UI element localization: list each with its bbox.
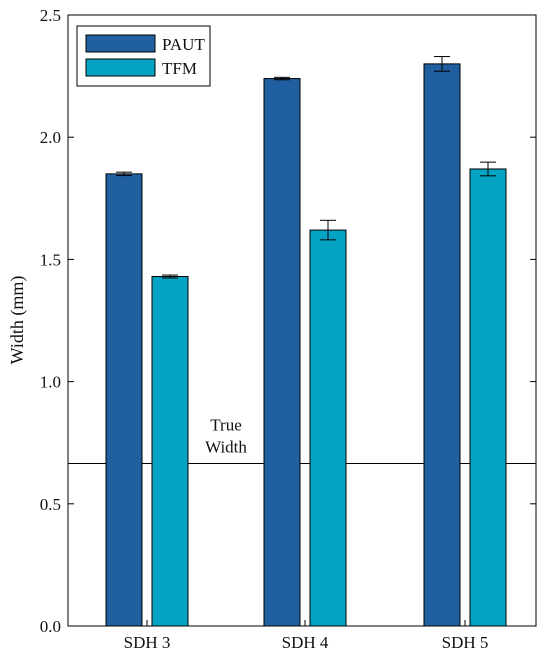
y-tick-label: 2.0 bbox=[40, 128, 61, 147]
bar-tfm-2 bbox=[309, 229, 347, 627]
y-tick-label: 0.0 bbox=[40, 617, 61, 636]
y-tick-label: 0.5 bbox=[40, 495, 61, 514]
legend-label-paut: PAUT bbox=[162, 35, 205, 54]
legend-label-tfm: TFM bbox=[162, 59, 197, 78]
axes-group: 0.0 0.5 1.0 1.5 2.0 2.5 SDH 3 SDH 4 SDH 5 bbox=[40, 6, 537, 652]
legend-swatch-paut bbox=[85, 34, 156, 53]
bar-paut-2 bbox=[263, 78, 301, 627]
y-tick-label: 1.5 bbox=[40, 250, 61, 269]
bar-tfm-3 bbox=[469, 168, 507, 627]
bar-paut-1 bbox=[105, 173, 143, 627]
bar-paut-3 bbox=[423, 63, 461, 627]
x-tick-label: SDH 5 bbox=[442, 633, 489, 652]
x-tick-label: SDH 4 bbox=[282, 633, 329, 652]
legend: PAUT TFM bbox=[76, 25, 211, 87]
bar-tfm-1 bbox=[151, 276, 189, 627]
y-axis-title: Width (mm) bbox=[7, 276, 28, 365]
x-tick-label: SDH 3 bbox=[124, 633, 171, 652]
bars-group bbox=[105, 56, 507, 627]
legend-swatch-tfm bbox=[85, 58, 156, 77]
y-tick-label: 2.5 bbox=[40, 6, 61, 25]
axes-frame bbox=[67, 14, 537, 627]
true-width-label: Width bbox=[205, 437, 247, 456]
true-width-label: True bbox=[210, 415, 242, 434]
y-tick-label: 1.0 bbox=[40, 373, 61, 392]
